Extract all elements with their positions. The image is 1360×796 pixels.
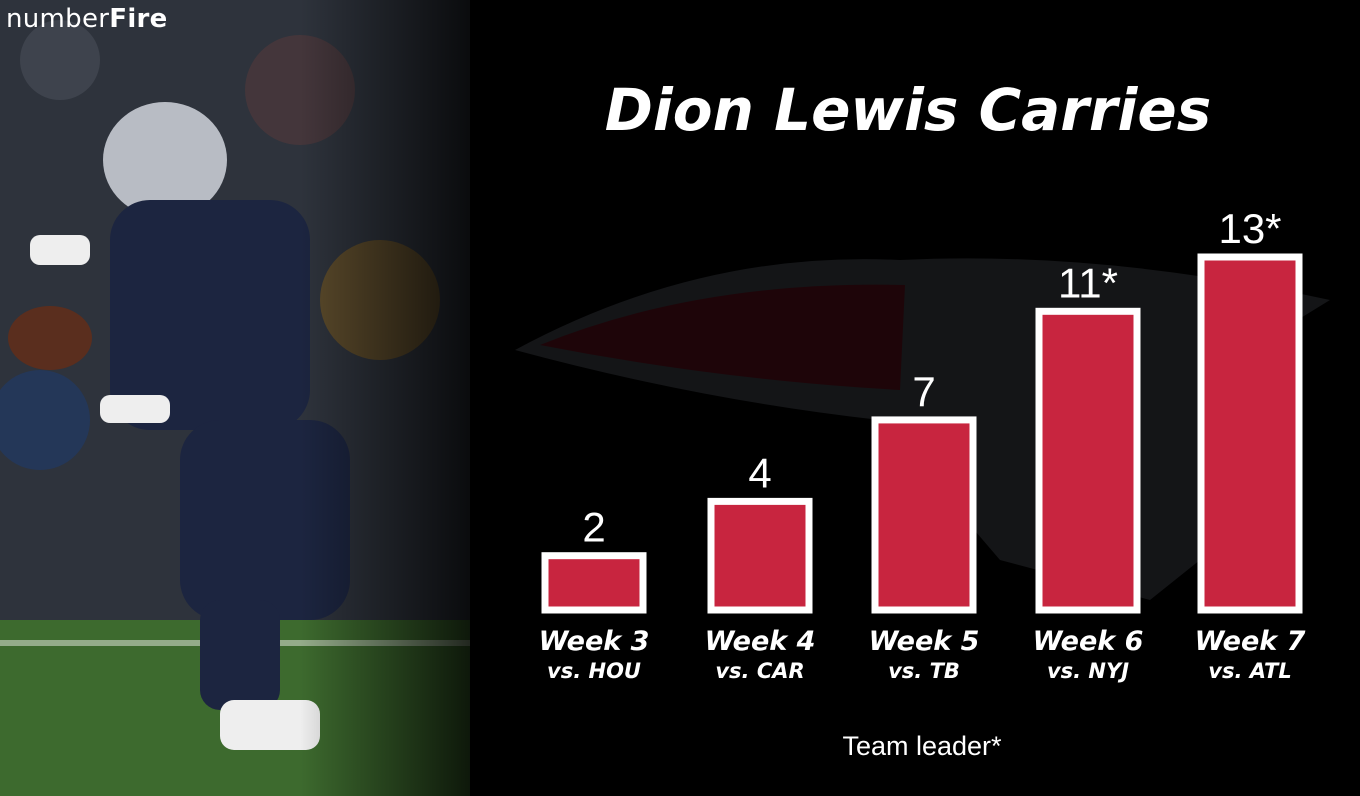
- value-label: 7: [912, 368, 935, 415]
- bar-week-5: [871, 416, 977, 614]
- opponent-label: vs. TB: [888, 659, 960, 683]
- bar-week-4: [707, 497, 813, 614]
- opponent-label: vs. NYJ: [1047, 659, 1129, 683]
- category-labels-group: Week 3vs. HOU Week 4vs. CAR Week 5vs. TB We…: [539, 626, 1306, 683]
- logo-regular-text: number: [6, 4, 110, 34]
- bars-group: [541, 253, 1303, 614]
- value-label: 4: [748, 449, 771, 496]
- bar-week-7: [1197, 253, 1303, 614]
- category-label: Week 5: [869, 626, 980, 657]
- bar-week-3: [541, 552, 647, 614]
- value-labels-group: 2 4 7 11* 13*: [582, 205, 1281, 551]
- category-label: Week 6: [1033, 626, 1144, 657]
- opponent-label: vs. HOU: [547, 659, 641, 683]
- bar-week-6: [1035, 307, 1141, 614]
- footnote: Team leader*: [842, 731, 1002, 761]
- opponent-label: vs. CAR: [715, 659, 804, 683]
- category-label: Week 7: [1195, 626, 1306, 657]
- numberfire-logo: numberFire: [6, 4, 168, 34]
- opponent-label: vs. ATL: [1208, 659, 1291, 683]
- value-label: 13*: [1218, 205, 1281, 252]
- photo-fade-overlay: [300, 0, 520, 796]
- chart-title: Dion Lewis Carries: [605, 76, 1211, 144]
- value-label: 11*: [1058, 259, 1118, 306]
- category-label: Week 3: [539, 626, 650, 657]
- logo-bold-text: Fire: [109, 4, 168, 34]
- value-label: 2: [582, 504, 605, 551]
- category-label: Week 4: [705, 626, 816, 657]
